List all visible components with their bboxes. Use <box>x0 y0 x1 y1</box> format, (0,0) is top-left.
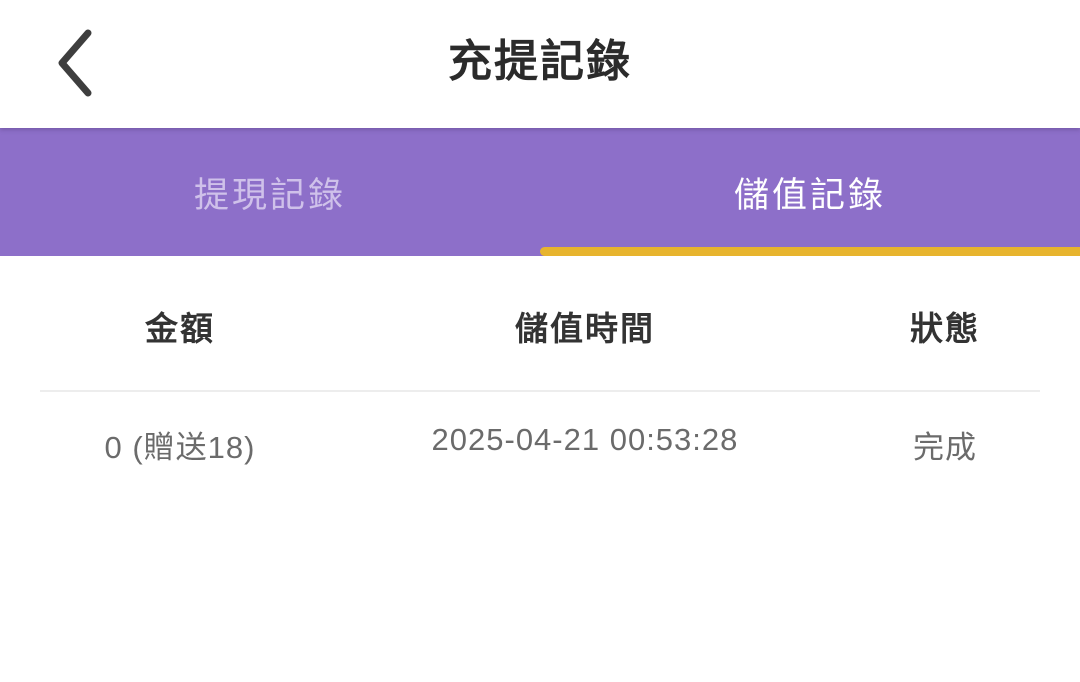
back-button[interactable] <box>38 22 110 106</box>
table-header-row: 金額 儲值時間 狀態 <box>0 256 1080 350</box>
cell-deposit-time: 2025-04-21 00:53:28 <box>431 422 739 457</box>
table-row: 0 (贈送18) 2025-04-21 00:53:28 完成 <box>0 422 1080 467</box>
tab-bar: 提現記錄 儲值記錄 <box>0 128 1080 256</box>
active-tab-indicator <box>540 247 1080 256</box>
cell-status: 完成 <box>912 430 977 465</box>
table-divider <box>40 390 1040 392</box>
chevron-left-icon <box>50 27 98 102</box>
column-header-deposit-time: 儲值時間 <box>514 310 655 347</box>
tab-label: 儲值記錄 <box>733 175 886 215</box>
column-header-amount: 金額 <box>144 310 215 347</box>
header: 充提記錄 <box>0 0 1080 128</box>
cell-amount: 0 (贈送18) <box>104 430 256 465</box>
tab-withdrawal-records[interactable]: 提現記錄 <box>0 128 540 256</box>
records-table: 金額 儲值時間 狀態 0 (贈送18) 2025-04-21 00:53:28 … <box>0 256 1080 682</box>
tab-deposit-records[interactable]: 儲值記錄 <box>540 128 1080 256</box>
tab-label: 提現記錄 <box>193 175 346 215</box>
column-header-status: 狀態 <box>909 310 980 347</box>
page-title: 充提記錄 <box>448 37 632 86</box>
